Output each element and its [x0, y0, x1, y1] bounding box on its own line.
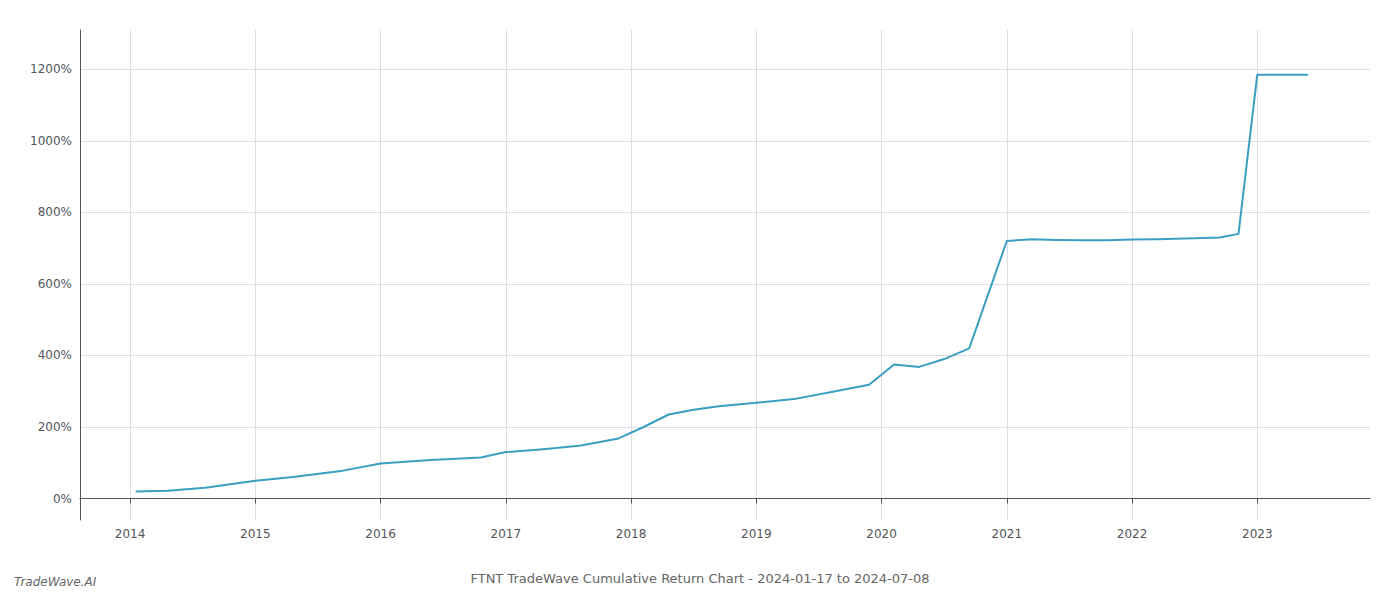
- svg-text:2014: 2014: [115, 527, 146, 541]
- svg-text:TradeWave.AI: TradeWave.AI: [14, 575, 97, 589]
- svg-text:800%: 800%: [38, 205, 72, 219]
- svg-text:1000%: 1000%: [30, 134, 72, 148]
- svg-text:2017: 2017: [491, 527, 522, 541]
- svg-text:2018: 2018: [616, 527, 647, 541]
- svg-text:1200%: 1200%: [30, 62, 72, 76]
- svg-text:2023: 2023: [1242, 527, 1273, 541]
- svg-text:FTNT TradeWave Cumulative Retu: FTNT TradeWave Cumulative Return Chart -…: [470, 571, 929, 586]
- svg-text:2020: 2020: [866, 527, 897, 541]
- svg-text:200%: 200%: [38, 420, 72, 434]
- svg-text:2021: 2021: [992, 527, 1023, 541]
- svg-text:0%: 0%: [53, 492, 72, 506]
- svg-text:400%: 400%: [38, 348, 72, 362]
- svg-text:600%: 600%: [38, 277, 72, 291]
- svg-text:2022: 2022: [1117, 527, 1148, 541]
- svg-text:2016: 2016: [365, 527, 396, 541]
- svg-text:2019: 2019: [741, 527, 772, 541]
- svg-text:2015: 2015: [240, 527, 271, 541]
